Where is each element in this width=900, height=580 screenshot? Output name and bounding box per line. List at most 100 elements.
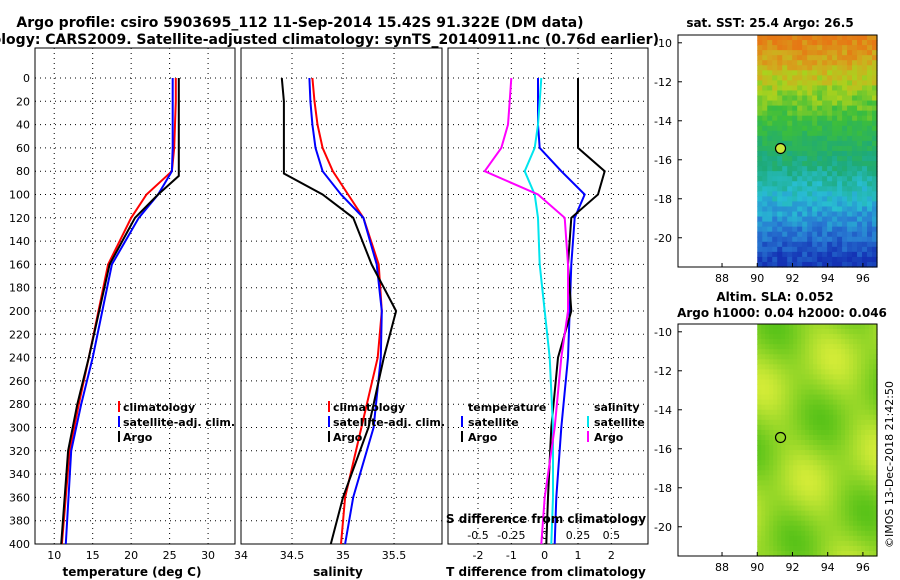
map-cell (817, 490, 822, 497)
map-cell (807, 256, 813, 263)
map-cell (781, 399, 786, 406)
map-cell (872, 60, 878, 66)
map-cell (773, 429, 778, 436)
map-cell (777, 434, 782, 441)
map-cell (829, 429, 834, 436)
map-cell (862, 45, 868, 51)
map-cell (817, 515, 822, 522)
map-cell (849, 450, 854, 456)
map-cell (862, 196, 868, 203)
map-cell (785, 480, 790, 486)
map-cell (817, 550, 822, 557)
map-cell (777, 90, 783, 97)
map-cell (809, 450, 814, 456)
map-cell (837, 161, 843, 167)
map-cell (813, 369, 818, 376)
map-cell (807, 115, 813, 122)
map-cell (827, 75, 833, 81)
map-cell (853, 329, 858, 335)
map-cell (873, 485, 878, 492)
map-cell (825, 374, 830, 381)
map-cell (807, 216, 813, 223)
map-cell (821, 364, 826, 370)
map-cell (873, 424, 878, 431)
map-cell (813, 450, 818, 456)
map-cell (769, 379, 774, 386)
map-cell (812, 181, 818, 187)
map-lon-tick-label: 88 (715, 561, 729, 574)
map-cell (825, 349, 830, 355)
map-cell (807, 231, 813, 238)
map-cell (757, 70, 763, 76)
map-cell (809, 404, 814, 411)
map-cell (842, 171, 848, 177)
map-cell (797, 45, 803, 51)
map-cell (841, 525, 846, 532)
map-cell (837, 50, 843, 56)
map-cell (805, 404, 810, 411)
map-cell (853, 480, 858, 486)
map-cell (769, 344, 774, 350)
map-cell (772, 181, 778, 187)
map-cell (861, 465, 866, 471)
map-cell (829, 434, 834, 441)
map-cell (789, 550, 794, 557)
map-cell (827, 166, 833, 172)
map-cell (807, 171, 813, 177)
map-cell (873, 344, 878, 350)
map-cell (869, 384, 874, 391)
map-cell (861, 485, 866, 492)
map-cell (769, 434, 774, 441)
map-cell (837, 151, 843, 157)
map-cell (813, 409, 818, 416)
map-cell (872, 171, 878, 177)
map-cell (765, 369, 770, 376)
map-cell (845, 475, 850, 481)
map-cell (793, 349, 798, 355)
map-cell (805, 409, 810, 416)
map-cell (837, 470, 842, 476)
map-cell (872, 211, 878, 218)
map-cell (861, 545, 866, 552)
map-cell (801, 349, 806, 355)
map-cell (772, 65, 778, 71)
map-cell (817, 40, 823, 46)
map-cell (761, 339, 766, 345)
map-cell (845, 440, 850, 446)
map-cell (782, 256, 788, 263)
map-cell (789, 374, 794, 381)
map-cell (797, 445, 802, 451)
map-cell (867, 110, 873, 117)
map-cell (782, 100, 788, 107)
legend-s-argo: Argo (594, 431, 624, 444)
map-cell (857, 379, 862, 386)
map-cell (797, 55, 803, 61)
map-cell (849, 389, 854, 396)
map-cell (782, 166, 788, 172)
map-cell (757, 455, 762, 461)
map-cell (845, 339, 850, 345)
map-cell (813, 535, 818, 542)
map-cell (862, 221, 868, 228)
map-cell (802, 181, 808, 187)
map-cell (853, 455, 858, 461)
map-cell (857, 166, 863, 172)
map-cell (762, 156, 768, 162)
map-cell (849, 414, 854, 421)
map-cell (802, 105, 808, 112)
map-cell (767, 45, 773, 51)
map-cell (812, 206, 818, 213)
map-cell (857, 100, 863, 107)
map-cell (865, 455, 870, 461)
map-cell (757, 369, 762, 376)
map-cell (757, 231, 763, 238)
map-cell (785, 500, 790, 507)
map-cell (801, 465, 806, 471)
map-cell (812, 161, 818, 167)
map-cell (762, 246, 768, 253)
map-cell (762, 206, 768, 213)
map-cell (812, 100, 818, 107)
map-cell (762, 135, 768, 142)
map-cell (825, 475, 830, 481)
map-cell (825, 379, 830, 386)
